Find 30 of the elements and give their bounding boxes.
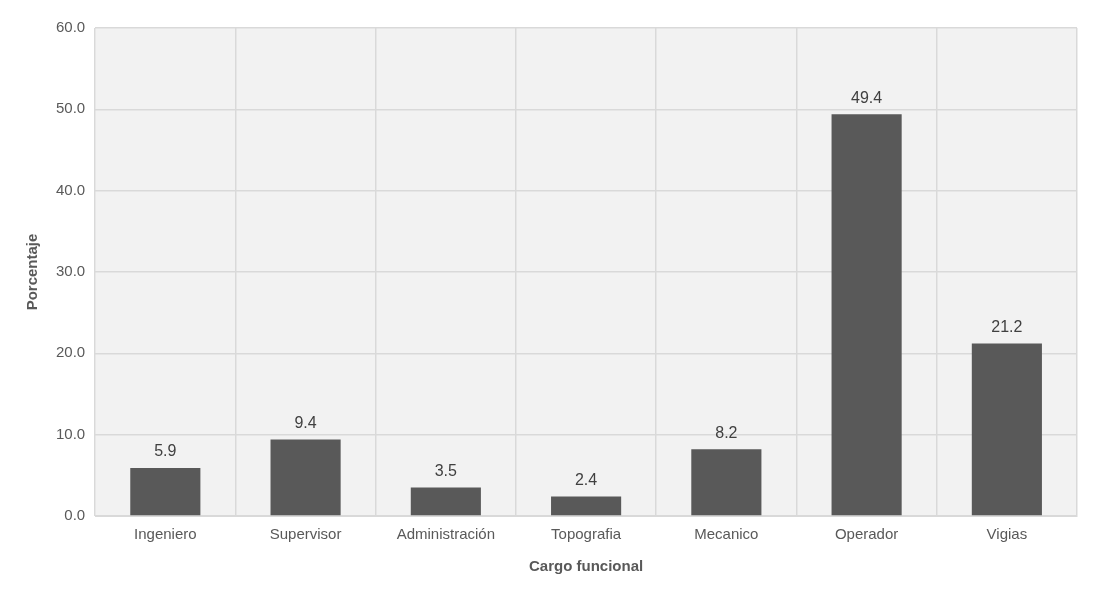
data-label: 9.4 bbox=[294, 413, 317, 431]
x-tick-label: Mecanico bbox=[694, 525, 759, 543]
x-tick-label: Vigias bbox=[986, 525, 1028, 543]
data-label: 8.2 bbox=[715, 423, 738, 441]
bar bbox=[130, 468, 201, 516]
x-tick-label: Administración bbox=[396, 525, 496, 543]
y-tick-label: 50.0 bbox=[55, 99, 86, 117]
bar bbox=[410, 487, 481, 516]
y-tick-label: 0.0 bbox=[64, 506, 86, 524]
bar bbox=[551, 496, 622, 516]
data-label: 5.9 bbox=[154, 442, 177, 460]
x-axis-title: Cargo funcional bbox=[529, 557, 644, 575]
data-label: 49.4 bbox=[851, 88, 883, 106]
data-label: 3.5 bbox=[434, 461, 458, 479]
x-tick-label: Ingeniero bbox=[134, 525, 197, 543]
x-tick-label: Topografia bbox=[551, 525, 622, 543]
x-tick-label: Supervisor bbox=[269, 525, 342, 543]
y-tick-label: 10.0 bbox=[55, 424, 86, 442]
x-tick-label: Operador bbox=[834, 525, 899, 543]
y-axis-title: Porcentaje bbox=[23, 233, 41, 311]
y-tick-label: 40.0 bbox=[55, 180, 86, 198]
y-tick-label: 60.0 bbox=[55, 18, 86, 36]
y-tick-label: 30.0 bbox=[55, 262, 86, 280]
data-label: 2.4 bbox=[574, 470, 598, 488]
bar bbox=[831, 114, 902, 516]
bar bbox=[971, 343, 1042, 516]
bar bbox=[691, 449, 762, 516]
bar bbox=[270, 439, 341, 516]
y-tick-label: 20.0 bbox=[55, 343, 86, 361]
data-label: 21.2 bbox=[991, 317, 1023, 335]
